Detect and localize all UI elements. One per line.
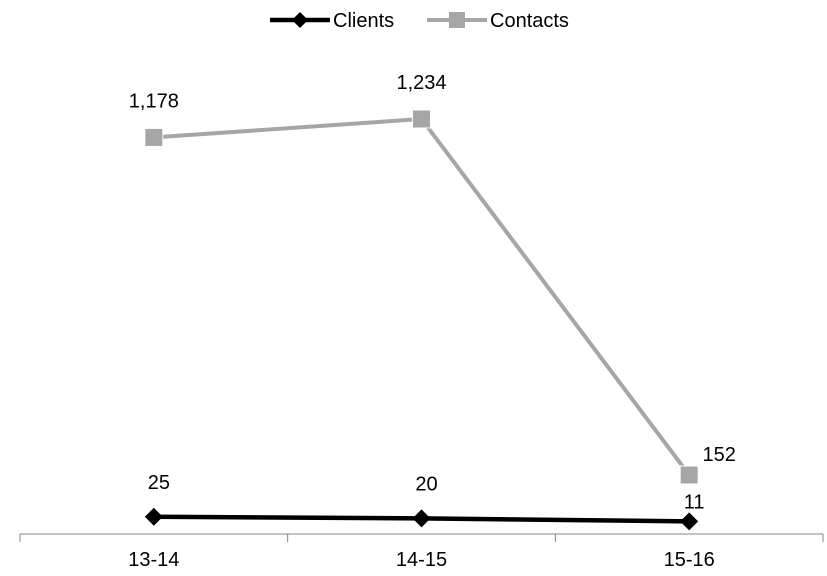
point-clients-13-14 xyxy=(144,507,163,526)
series-layer xyxy=(144,109,699,531)
point-contacts-14-15 xyxy=(412,109,431,129)
series-line-contacts xyxy=(153,117,691,477)
data-labels: 1,178 1,234 152 25 20 11 xyxy=(129,72,736,513)
data-label-contacts-13-14: 1,178 xyxy=(129,90,179,112)
x-axis: 13-14 14-15 15-16 xyxy=(19,533,824,571)
chart-legend: Clients Contacts xyxy=(270,10,569,32)
data-label-contacts-14-15: 1,234 xyxy=(396,72,446,94)
data-label-clients-14-15: 20 xyxy=(415,473,437,495)
x-tick-label-14-15: 14-15 xyxy=(396,549,447,571)
legend-marker-clients xyxy=(292,12,308,28)
point-clients-14-15 xyxy=(412,509,431,528)
series-clients xyxy=(144,507,699,531)
data-label-clients-13-14: 25 xyxy=(148,472,170,494)
point-clients-15-16 xyxy=(680,512,699,531)
data-label-clients-15-16: 11 xyxy=(684,491,705,513)
series-contacts xyxy=(144,109,699,485)
data-label-contacts-15-16: 152 xyxy=(702,444,735,466)
legend-label-clients: Clients xyxy=(333,10,394,32)
point-contacts-13-14 xyxy=(144,127,164,147)
x-tick-label-15-16: 15-16 xyxy=(664,549,715,571)
legend-item-clients: Clients xyxy=(270,10,394,32)
legend-marker-contacts xyxy=(449,12,465,28)
x-tick-label-13-14: 13-14 xyxy=(128,549,179,571)
legend-item-contacts: Contacts xyxy=(427,10,569,32)
point-contacts-15-16 xyxy=(679,465,699,485)
legend-label-contacts: Contacts xyxy=(490,10,569,32)
